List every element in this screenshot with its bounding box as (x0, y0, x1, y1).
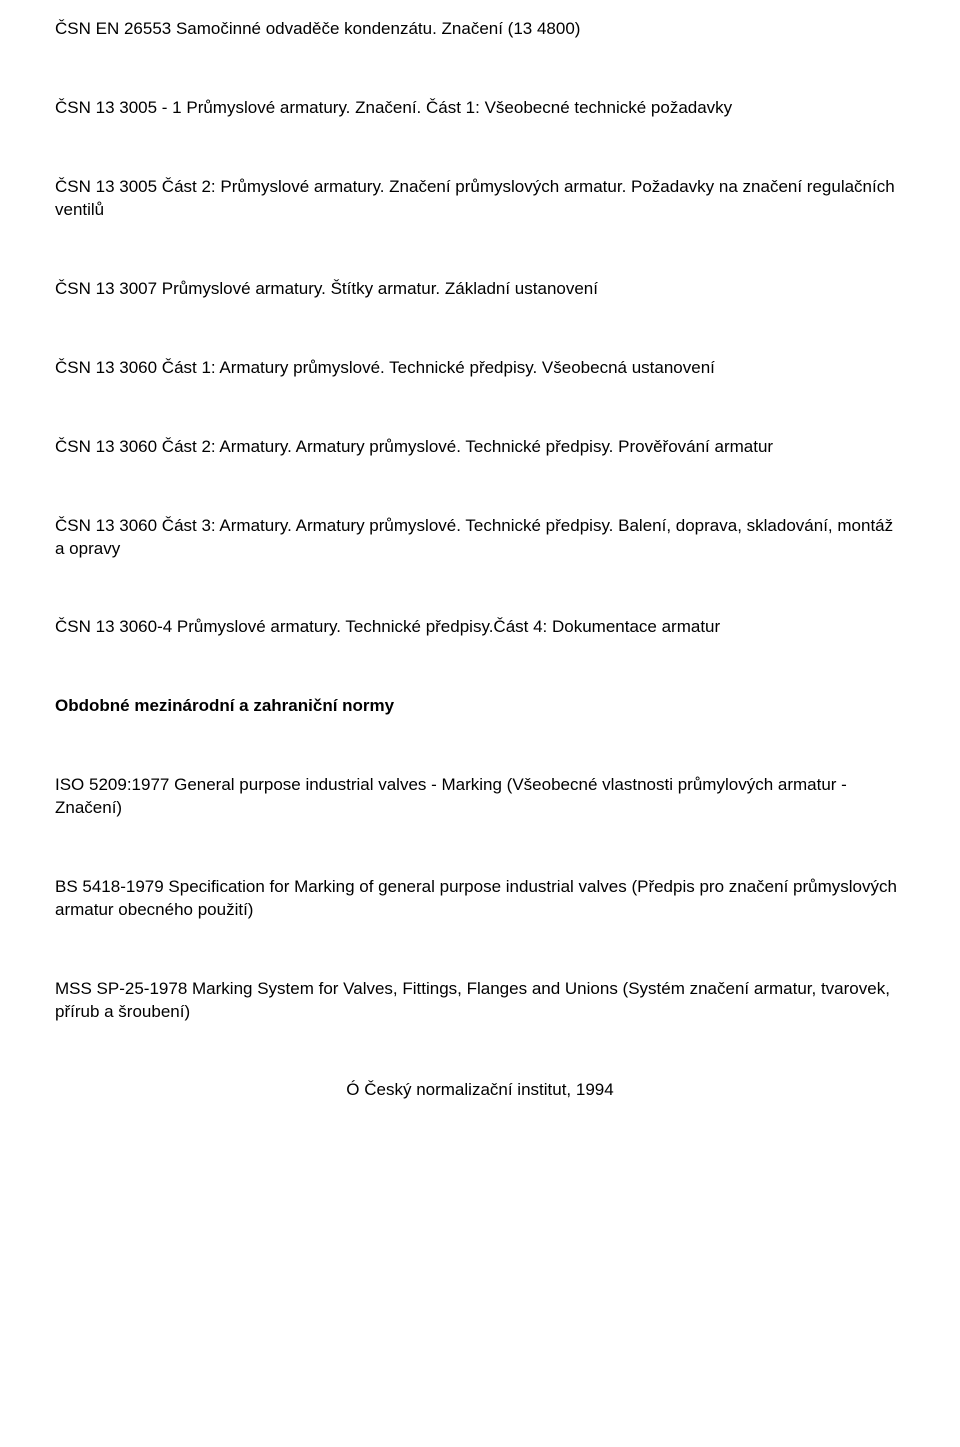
paragraph: ČSN 13 3060 Část 1: Armatury průmyslové.… (55, 357, 905, 380)
paragraph: MSS SP-25-1978 Marking System for Valves… (55, 978, 905, 1024)
paragraph: ČSN 13 3060-4 Průmyslové armatury. Techn… (55, 616, 905, 639)
footer-copyright: Ó Český normalizační institut, 1994 (55, 1080, 905, 1100)
paragraph: ČSN 13 3007 Průmyslové armatury. Štítky … (55, 278, 905, 301)
section-heading: Obdobné mezinárodní a zahraniční normy (55, 695, 905, 718)
paragraph: ČSN 13 3060 Část 2: Armatury. Armatury p… (55, 436, 905, 459)
paragraph: ČSN 13 3005 - 1 Průmyslové armatury. Zna… (55, 97, 905, 120)
paragraph: ISO 5209:1977 General purpose industrial… (55, 774, 905, 820)
paragraph: BS 5418-1979 Specification for Marking o… (55, 876, 905, 922)
document-body: ČSN EN 26553 Samočinné odvaděče kondenzá… (55, 18, 905, 1024)
paragraph: ČSN 13 3005 Část 2: Průmyslové armatury.… (55, 176, 905, 222)
paragraph: ČSN EN 26553 Samočinné odvaděče kondenzá… (55, 18, 905, 41)
paragraph: ČSN 13 3060 Část 3: Armatury. Armatury p… (55, 515, 905, 561)
